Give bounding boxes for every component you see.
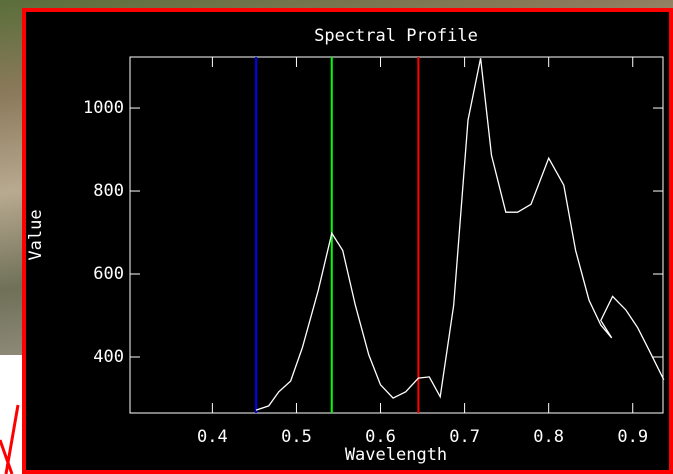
- y-tick-label: 1000: [83, 98, 124, 118]
- x-tick-label: 0.5: [281, 427, 312, 447]
- x-tick-label: 0.7: [449, 427, 480, 447]
- x-axis-label: Wavelength: [345, 445, 447, 465]
- x-tick-label: 0.4: [197, 427, 228, 447]
- x-tick-label: 0.9: [617, 427, 648, 447]
- y-tick-label: 400: [93, 347, 124, 367]
- x-tick-label: 0.8: [533, 427, 564, 447]
- plot-frame: [129, 56, 664, 414]
- y-tick-label: 800: [93, 181, 124, 201]
- annotation-stroke: [0, 404, 20, 474]
- spectral-window[interactable]: [22, 8, 673, 474]
- y-axis-label: Value: [26, 209, 46, 260]
- spectrum-line: [255, 58, 665, 411]
- x-tick-label: 0.6: [365, 427, 396, 447]
- chart-title: Spectral Profile: [314, 26, 478, 46]
- y-tick-label: 600: [93, 264, 124, 284]
